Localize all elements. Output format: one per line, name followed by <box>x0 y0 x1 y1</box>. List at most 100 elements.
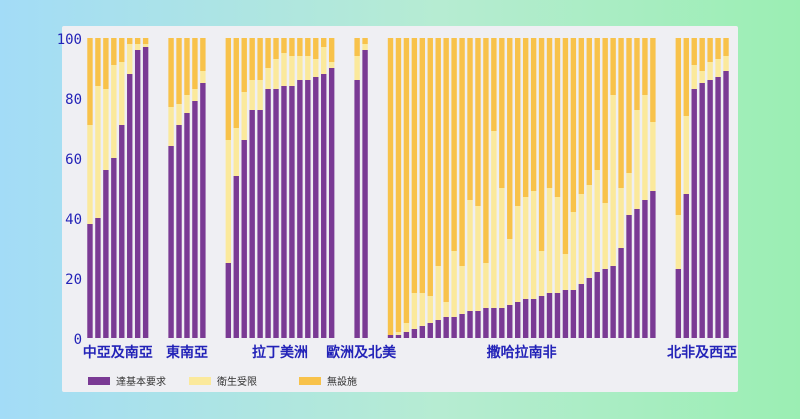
bar-limited <box>475 206 481 311</box>
bar-none <box>249 38 255 80</box>
bar-basic <box>699 83 705 338</box>
bar-none <box>313 38 319 59</box>
legend-swatch <box>299 377 321 385</box>
bar-none <box>483 38 489 263</box>
bar-basic <box>127 74 133 338</box>
bar-none <box>142 38 149 44</box>
bar-none <box>491 38 497 131</box>
bar-basic <box>427 323 433 338</box>
bar-basic <box>111 158 117 338</box>
bar-none <box>233 38 239 128</box>
bar-limited <box>522 197 529 299</box>
bar-basic <box>451 317 457 338</box>
bar-limited <box>634 110 640 209</box>
bar-none <box>499 38 505 188</box>
bar-basic <box>715 77 721 338</box>
bar-limited <box>562 254 569 290</box>
group-label: 撒哈拉南非 <box>487 344 557 361</box>
bar-none <box>578 38 585 194</box>
bar-limited <box>586 185 592 278</box>
bar-limited <box>273 59 279 89</box>
bar-none <box>515 38 521 206</box>
bar-none <box>699 38 705 71</box>
group-labels: 中亞及南亞 東南亞 拉丁美洲 歐洲及北美 撒哈拉南非 北非及西亞 <box>83 344 737 361</box>
bar-basic <box>499 308 505 338</box>
bar-none <box>168 38 174 107</box>
bar-basic <box>176 125 182 338</box>
bar-limited <box>362 44 368 50</box>
bar-none <box>200 38 206 71</box>
bar-basic <box>265 89 271 338</box>
bar-basic <box>610 266 616 338</box>
bar-none <box>119 38 125 62</box>
bar-none <box>192 38 198 89</box>
group-label: 拉丁美洲 <box>252 344 308 361</box>
bar-limited <box>411 293 418 329</box>
bar-basic <box>225 263 232 338</box>
bar-limited <box>257 80 263 110</box>
bar-limited <box>200 71 206 83</box>
bar-none <box>570 38 577 212</box>
legend-swatch <box>88 377 110 385</box>
bar-limited <box>95 86 101 218</box>
legend-label: 達基本要求 <box>116 375 166 388</box>
bar-limited <box>610 95 616 266</box>
bar-limited <box>443 302 449 317</box>
bar-none <box>297 38 303 56</box>
bar-none <box>427 38 433 296</box>
bar-limited <box>626 173 632 215</box>
bar-limited <box>594 170 600 272</box>
bar-limited <box>435 266 441 320</box>
bar-none <box>707 38 713 62</box>
bar-limited <box>618 188 624 248</box>
bar-none <box>562 38 569 254</box>
bar-limited <box>184 95 190 113</box>
bar-limited <box>483 263 489 308</box>
bar-none <box>387 38 394 335</box>
bar-basic <box>723 71 729 338</box>
bar-basic <box>321 74 327 338</box>
bar-limited <box>354 56 360 80</box>
bar-limited <box>570 212 577 290</box>
bar-basic <box>313 77 319 338</box>
bar-basic <box>87 224 93 338</box>
bar-basic <box>257 110 263 338</box>
bar-limited <box>530 191 537 299</box>
bar-basic <box>411 329 418 338</box>
bar-limited <box>650 122 656 191</box>
bar-limited <box>602 203 608 269</box>
bar-basic <box>675 269 682 338</box>
bar-limited <box>103 89 109 170</box>
bar-limited <box>403 323 410 332</box>
bar-limited <box>225 140 232 263</box>
bar-limited <box>578 194 585 284</box>
bar-basic <box>200 83 206 338</box>
bar-limited <box>192 89 198 101</box>
bar-none <box>530 38 537 191</box>
bar-none <box>507 38 513 239</box>
bar-basic <box>443 317 449 338</box>
bar-basic <box>578 284 585 338</box>
bar-none <box>634 38 640 110</box>
bar-limited <box>715 59 721 77</box>
bar-basic <box>475 311 481 338</box>
legend-label: 衛生受限 <box>217 375 257 388</box>
bar-basic <box>530 299 537 338</box>
bar-none <box>176 38 182 104</box>
bar-basic <box>683 194 689 338</box>
bar-basic <box>192 101 198 338</box>
bar-basic <box>395 335 402 338</box>
group-label: 北非及西亞 <box>667 344 737 361</box>
bar-none <box>184 38 190 95</box>
bar-none <box>602 38 608 203</box>
bar-limited <box>297 56 303 80</box>
y-tick-label: 40 <box>65 212 82 228</box>
legend-swatch <box>189 377 211 385</box>
bar-none <box>419 38 426 293</box>
bar-limited <box>419 293 426 326</box>
bar-basic <box>289 86 295 338</box>
bar-none <box>691 38 697 65</box>
bar-basic <box>522 299 529 338</box>
bar-basic <box>467 311 473 338</box>
bar-basic <box>241 140 247 338</box>
